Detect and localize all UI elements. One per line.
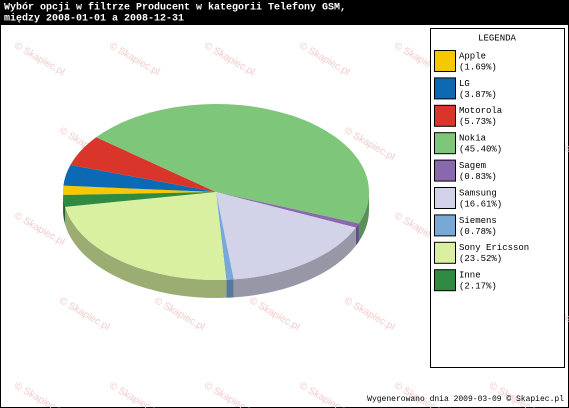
legend-value: (2.17%) — [459, 282, 497, 292]
legend-value: (0.83%) — [459, 172, 497, 182]
legend-value: (1.69%) — [459, 62, 497, 72]
legend-label: Inne — [459, 271, 481, 281]
legend-value: (16.61%) — [459, 199, 502, 209]
legend-value: (3.87%) — [459, 90, 497, 100]
legend-swatch — [434, 187, 456, 209]
legend-swatch — [434, 214, 456, 237]
legend-label: Sagem — [459, 161, 486, 171]
legend-swatch — [434, 104, 456, 127]
legend-value: (23.52%) — [459, 254, 502, 264]
legend-value: (5.73%) — [459, 117, 497, 127]
legend-label: Motorola — [459, 106, 503, 116]
footer: Wygenerowano dnia 2009-03-09 © Skapiec.p… — [367, 395, 564, 404]
legend-swatch — [434, 241, 456, 264]
slice — [96, 103, 370, 224]
slice-side — [63, 194, 66, 225]
slice — [70, 137, 216, 192]
legend-label: Samsung — [459, 188, 497, 198]
legend-swatch — [434, 77, 456, 100]
slice-side — [355, 223, 359, 246]
slice — [216, 192, 356, 280]
legend-swatch — [434, 269, 456, 292]
slice — [63, 192, 217, 207]
slice — [216, 192, 359, 228]
slice-side — [226, 279, 234, 298]
legend-label: LG — [459, 79, 470, 89]
legend-swatch — [434, 132, 456, 155]
legend-label: Siemens — [459, 216, 497, 226]
slice — [63, 164, 217, 192]
slice — [63, 185, 217, 195]
legend-value: (0.78%) — [459, 227, 497, 237]
slice — [216, 192, 234, 280]
slice-side — [65, 206, 227, 298]
legend-value: (45.40%) — [459, 145, 502, 155]
slice — [65, 192, 227, 280]
legend-label: Nokia — [459, 134, 487, 144]
slice-side — [358, 192, 369, 242]
legend-title: LEGENDA — [478, 33, 516, 43]
chart-title: Wybór opcji w filtrze Producent w katego… — [4, 2, 346, 14]
legend-swatch — [434, 50, 456, 72]
legend: Apple(1.69%) LG(3.87%) Motorola(5.73%) Noki… — [434, 50, 529, 292]
legend-swatch — [434, 159, 456, 182]
chart-title: między 2008-01-01 a 2008-12-31 — [4, 13, 184, 25]
slice-side — [233, 227, 356, 298]
pie — [63, 103, 370, 298]
title-bar — [0, 0, 569, 25]
legend-label: Sony Ericsson — [459, 243, 529, 253]
legend-label: Apple — [459, 51, 486, 61]
